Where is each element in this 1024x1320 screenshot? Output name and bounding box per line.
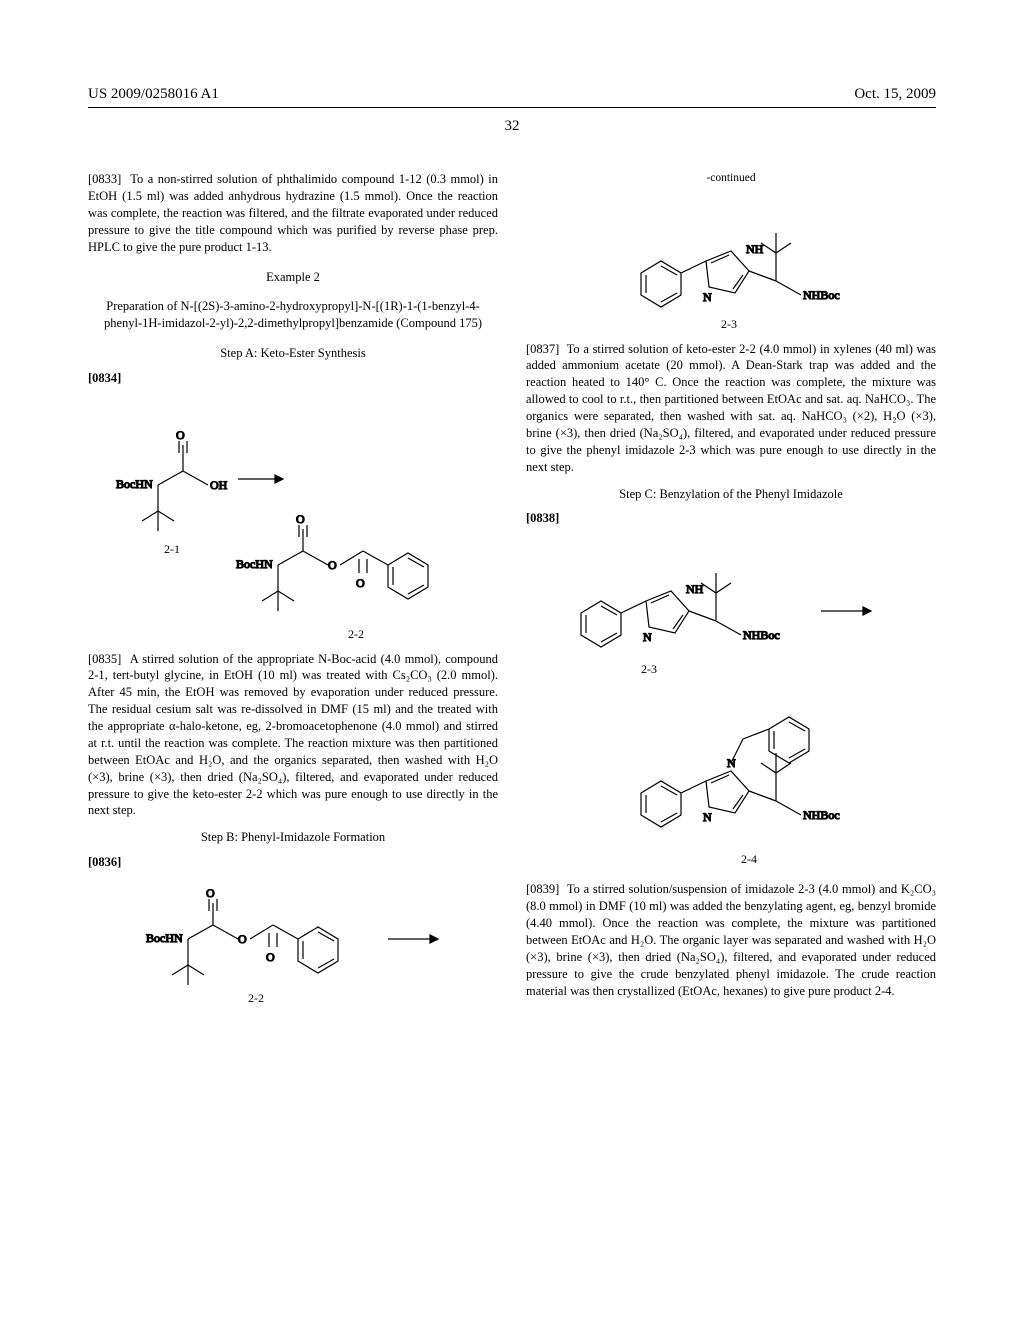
paragraph-0833: [0833] To a non-stirred solution of phth… [88, 171, 498, 255]
para-num-0838: [0838] [526, 510, 936, 527]
step-a-heading: Step A: Keto-Ester Synthesis [88, 345, 498, 362]
svg-text:NHBoc: NHBoc [803, 808, 840, 822]
para-num-0834: [0834] [88, 370, 498, 387]
label-2-3b: 2-3 [641, 662, 657, 676]
svg-text:N: N [643, 630, 652, 644]
step-b-heading: Step B: Phenyl-Imidazole Formation [88, 829, 498, 846]
right-column: -continued NH N [526, 171, 936, 1015]
label-2-4: 2-4 [741, 852, 757, 866]
svg-text:OH: OH [210, 478, 228, 492]
svg-text:O: O [328, 558, 337, 572]
step-c-heading: Step C: Benzylation of the Phenyl Imidaz… [526, 486, 936, 503]
scheme-2-1-to-2-2: BocHN O OH [108, 393, 478, 643]
para-num: [0839] [526, 882, 559, 896]
svg-text:O: O [266, 950, 275, 964]
scheme-2-2-bottom: BocHN O O O [108, 877, 478, 1007]
para-text: A stirred solution of the appropriate N-… [88, 652, 498, 818]
svg-text:NHBoc: NHBoc [803, 288, 840, 302]
patent-date: Oct. 15, 2009 [854, 86, 936, 103]
svg-text:BocHN: BocHN [236, 557, 273, 571]
svg-text:BocHN: BocHN [116, 477, 153, 491]
svg-text:O: O [238, 932, 247, 946]
label-2-3: 2-3 [721, 317, 737, 331]
paragraph-0839: [0839] To a stirred solution/suspension … [526, 881, 936, 999]
svg-text:NH: NH [686, 582, 704, 596]
scheme-2-3-to-2-4: NH N NHBoc 2-3 [541, 533, 921, 873]
svg-text:N: N [703, 290, 712, 304]
svg-text:BocHN: BocHN [146, 931, 183, 945]
svg-text:NHBoc: NHBoc [743, 628, 780, 642]
continued-label: -continued [526, 171, 936, 187]
page-header: US 2009/0258016 A1 Oct. 15, 2009 [88, 86, 936, 103]
header-rule [88, 107, 936, 108]
paragraph-0835: [0835] A stirred solution of the appropr… [88, 651, 498, 820]
svg-text:O: O [296, 512, 305, 526]
paragraph-0837: [0837] To a stirred solution of keto-est… [526, 341, 936, 476]
label-2-2: 2-2 [348, 627, 364, 641]
patent-number: US 2009/0258016 A1 [88, 86, 219, 103]
para-text: To a non-stirred solution of phthalimido… [88, 172, 498, 254]
para-num-0836: [0836] [88, 854, 498, 871]
para-num: [0837] [526, 342, 559, 356]
svg-text:N: N [703, 810, 712, 824]
scheme-2-3-top: NH N NHBoc 2-3 [581, 193, 881, 333]
svg-text:O: O [356, 576, 365, 590]
two-column-layout: [0833] To a non-stirred solution of phth… [88, 171, 936, 1015]
svg-text:O: O [176, 428, 185, 442]
para-text: To a stirred solution/suspension of imid… [526, 882, 936, 997]
label-2-2b: 2-2 [248, 991, 264, 1005]
patent-page: US 2009/0258016 A1 Oct. 15, 2009 32 [083… [0, 0, 1024, 1055]
label-2-1: 2-1 [164, 542, 180, 556]
preparation-title: Preparation of N-[(2S)-3-amino-2-hydroxy… [88, 298, 498, 331]
page-number: 32 [88, 118, 936, 135]
svg-text:O: O [206, 886, 215, 900]
example-heading: Example 2 [88, 269, 498, 286]
para-num: [0835] [88, 652, 121, 666]
para-text: To a stirred solution of keto-ester 2-2 … [526, 342, 936, 474]
left-column: [0833] To a non-stirred solution of phth… [88, 171, 498, 1015]
svg-text:NH: NH [746, 242, 764, 256]
para-num: [0833] [88, 172, 121, 186]
